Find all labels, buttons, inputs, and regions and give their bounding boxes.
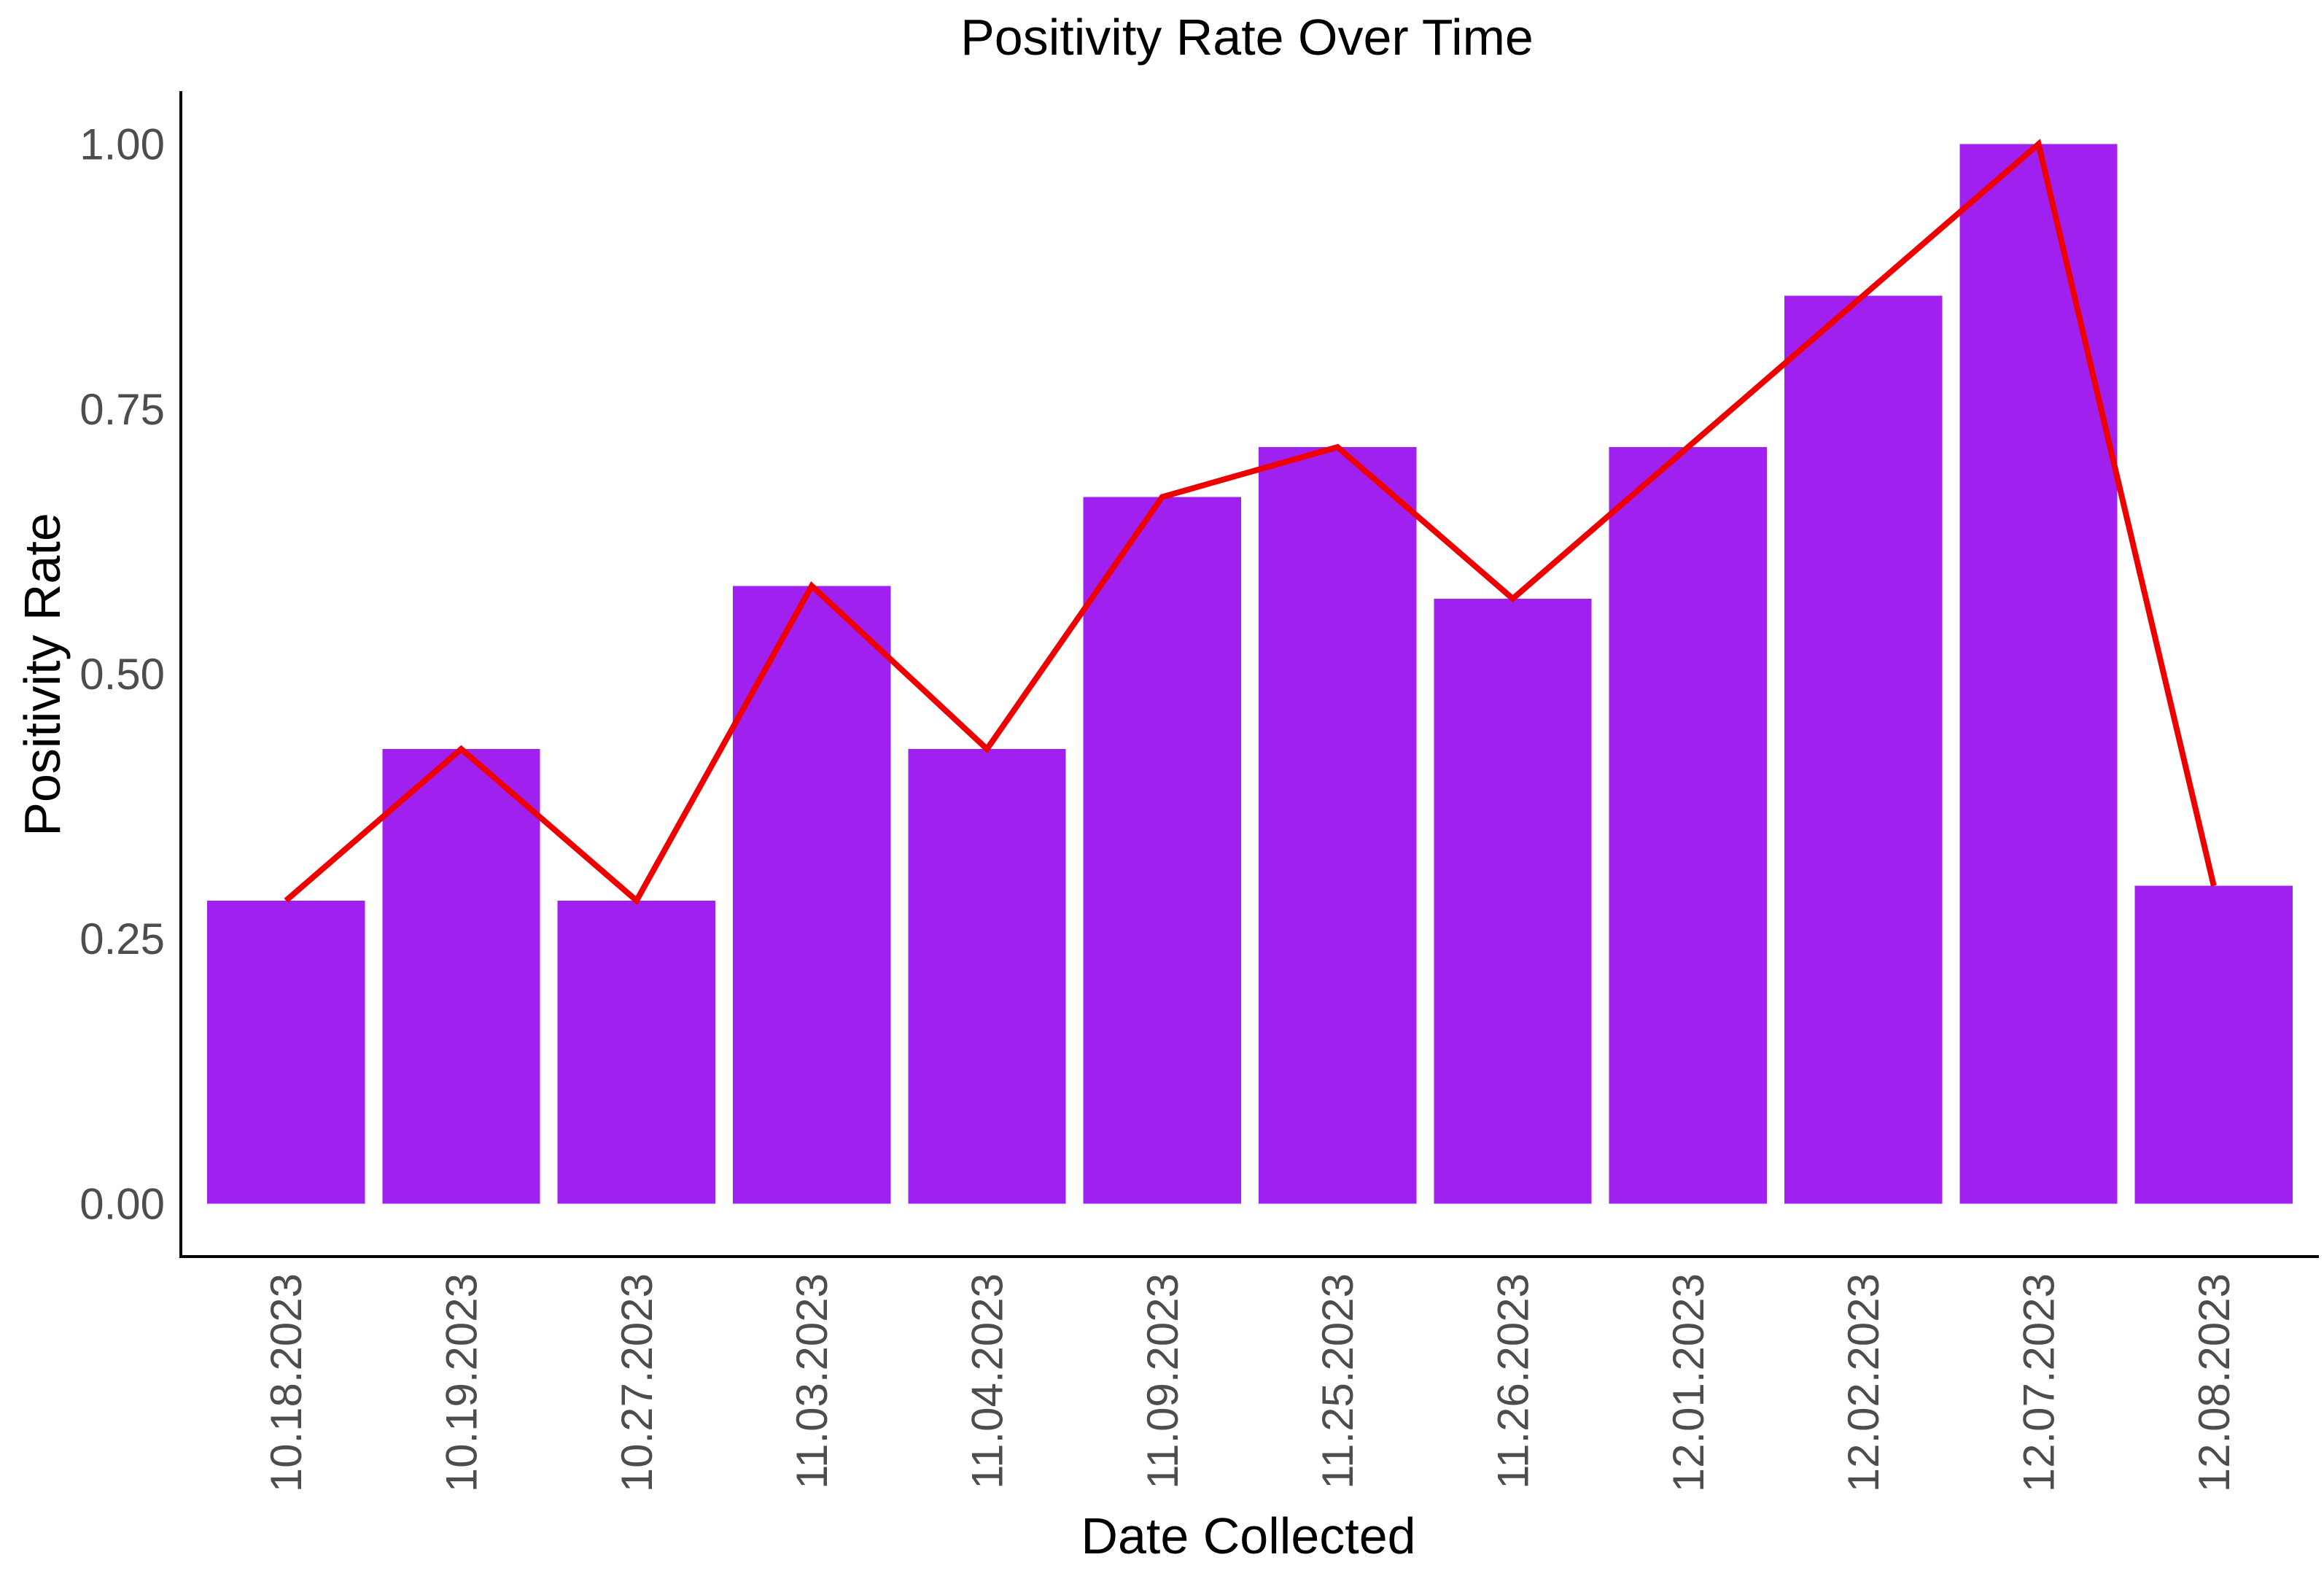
bar-11.03.2023 — [733, 586, 891, 1204]
x-tick-label: 12.07.2023 — [2015, 1273, 2064, 1492]
x-tick-label: 12.02.2023 — [1839, 1273, 1888, 1492]
x-tick-label: 11.04.2023 — [963, 1273, 1012, 1489]
bar-11.09.2023 — [1083, 497, 1241, 1204]
bar-12.01.2023 — [1609, 447, 1767, 1204]
x-tick-label: 11.26.2023 — [1489, 1273, 1538, 1489]
bar-10.19.2023 — [382, 749, 540, 1204]
trend-line-layer — [284, 139, 2217, 906]
bar-12.08.2023 — [2134, 885, 2293, 1204]
y-axis-ticks: 0.00 0.25 0.50 0.75 1.00 — [79, 120, 165, 1229]
y-tick-label: 1.00 — [79, 120, 165, 169]
y-axis-title: Positivity Rate — [14, 513, 71, 836]
trend-line — [284, 139, 2217, 906]
bar-11.25.2023 — [1259, 447, 1417, 1204]
x-tick-label: 10.18.2023 — [262, 1273, 311, 1492]
x-tick-label: 12.08.2023 — [2190, 1273, 2239, 1492]
bars-layer — [207, 144, 2293, 1204]
x-axis-ticks: 10.18.2023 10.19.2023 10.27.2023 11.03.2023… — [262, 1273, 2239, 1492]
chart-title: Positivity Rate Over Time — [960, 9, 1534, 66]
x-tick-label: 10.19.2023 — [438, 1273, 486, 1492]
x-tick-label: 11.03.2023 — [788, 1273, 836, 1489]
bar-11.26.2023 — [1434, 598, 1592, 1204]
x-axis-title: Date Collected — [1081, 1507, 1415, 1564]
bar-10.18.2023 — [207, 900, 365, 1204]
y-tick-label: 0.25 — [79, 915, 165, 963]
x-tick-label: 12.01.2023 — [1664, 1273, 1713, 1492]
y-tick-label: 0.00 — [79, 1179, 165, 1228]
bar-12.02.2023 — [1784, 295, 1943, 1204]
x-tick-label: 11.25.2023 — [1313, 1273, 1362, 1489]
x-tick-label: 10.27.2023 — [613, 1273, 661, 1492]
bar-10.27.2023 — [557, 900, 715, 1204]
y-tick-label: 0.50 — [79, 650, 165, 699]
x-tick-label: 11.09.2023 — [1138, 1273, 1187, 1489]
bar-12.07.2023 — [1959, 144, 2118, 1204]
y-tick-label: 0.75 — [79, 385, 165, 434]
bar-11.04.2023 — [908, 749, 1066, 1204]
